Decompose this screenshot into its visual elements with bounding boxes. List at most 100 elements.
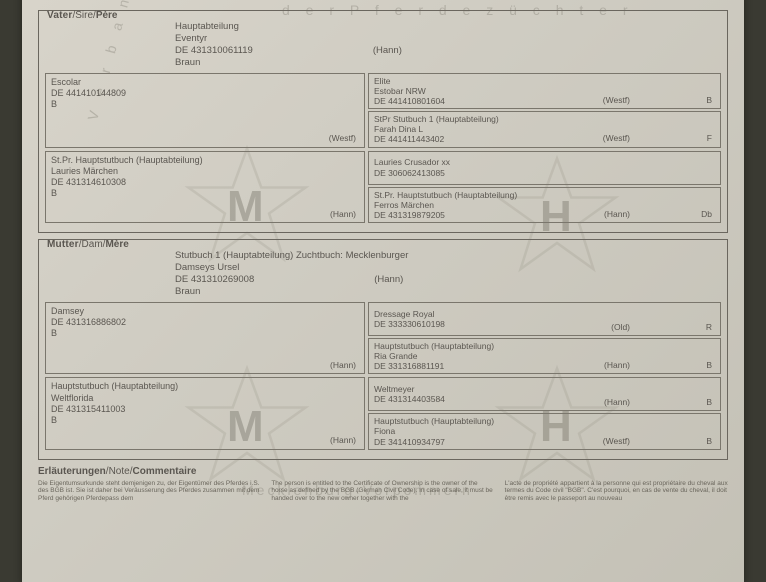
dam-gen2a-id: DE 431316886802 (51, 317, 359, 328)
sire-row-b: St.Pr. Hauptstutbuch (Hauptabteilung) La… (45, 151, 721, 224)
dam-gen1-classification: Stutbuch 1 (Hauptabteilung) Zuchtbuch: M… (175, 250, 721, 262)
sire-gen3-2-reg: (Westf) (603, 133, 630, 143)
dam-gen3-3-name: Weltmeyer (374, 384, 715, 394)
sire-gen2b-registry: (Hann) (330, 209, 356, 220)
sire-gen3-4: St.Pr. Hauptstutbuch (Hauptabteilung) Fe… (368, 187, 721, 224)
dam-gen3-3-id: DE 431314403584 (374, 394, 715, 404)
sire-gen3-4-reg: (Hann) (604, 209, 630, 219)
sire-gen1-name: Eventyr (175, 33, 721, 45)
dam-gen3-2: Hauptstutbuch (Hauptabteilung) Ria Grand… (368, 338, 721, 375)
dam-row-b: Hauptstutbuch (Hauptabteilung) Weltflori… (45, 377, 721, 450)
sire-gen3-1-class: Elite (374, 76, 715, 86)
dam-gen3-2-id: DE 331316881191 (374, 361, 715, 371)
sire-gen2a-color: B (51, 99, 359, 110)
sire-gen2b-children: Lauries Crusador xx DE 306062413085 St.P… (368, 151, 721, 224)
dam-gen3-2-reg: (Hann) (604, 360, 630, 370)
sire-label-en: /Sire/ (72, 10, 95, 21)
sire-gen3-3-id: DE 306062413085 (374, 168, 715, 178)
sire-gen2b-id: DE 431314610308 (51, 177, 359, 188)
dam-gen2b-registry: (Hann) (330, 435, 356, 446)
sire-section: Vater/Sire/Père Hauptabteilung Eventyr D… (38, 10, 728, 233)
sire-gen1-id: DE 431310061119 (175, 45, 253, 57)
sire-gen2a: Escolar DE 441410144809 B (Westf) (45, 73, 365, 148)
sire-row-a: Escolar DE 441410144809 B (Westf) Elite … (45, 73, 721, 148)
sire-label-fr: Père (96, 10, 118, 21)
dam-label-de: Mutter (47, 239, 79, 250)
sire-gen1-classification: Hauptabteilung (175, 21, 721, 33)
dam-gen1: Stutbuch 1 (Hauptabteilung) Zuchtbuch: M… (175, 250, 721, 298)
dam-gen3-2-name: Ria Grande (374, 351, 715, 361)
dam-gen2a: Damsey DE 431316886802 B (Hann) (45, 302, 365, 375)
sire-gen3-2-id: DE 441411443402 (374, 134, 715, 144)
footer-label-de: Erläuterungen (38, 466, 106, 477)
dam-gen3-1: Dressage Royal DE 333330610198 (Old) R (368, 302, 721, 336)
pedigree-document: d e r P f e r d e z ü c h t e r V e r b … (22, 0, 744, 582)
dam-gen3-3-reg: (Hann) (604, 397, 630, 407)
sire-gen3-3-name: Lauries Crusador xx (374, 157, 715, 167)
sire-heading: Vater/Sire/Père (45, 10, 120, 21)
dam-gen2a-name: Damsey (51, 306, 359, 317)
dam-gen3-1-color: R (706, 322, 712, 332)
dam-gen1-registry: (Hann) (374, 274, 403, 286)
dam-gen2a-children: Dressage Royal DE 333330610198 (Old) R H… (368, 302, 721, 375)
sire-gen3-2: StPr Stutbuch 1 (Hauptabteilung) Farah D… (368, 111, 721, 148)
sire-gen3-1: Elite Estobar NRW DE 441410801604 (Westf… (368, 73, 721, 110)
sire-gen3-1-reg: (Westf) (603, 95, 630, 105)
dam-gen3-3: Weltmeyer DE 431314403584 (Hann) B (368, 377, 721, 411)
sire-gen3-4-class: St.Pr. Hauptstutbuch (Hauptabteilung) (374, 190, 715, 200)
dam-row-a: Damsey DE 431316886802 B (Hann) Dressage… (45, 302, 721, 375)
footer-columns: Die Eigentumsurkunde steht demjenigen zu… (38, 480, 728, 502)
sire-gen2b-name: Lauries Märchen (51, 166, 359, 177)
dam-gen3-4: Hauptstutbuch (Hauptabteilung) Fiona DE … (368, 413, 721, 450)
dam-gen2b-color: B (51, 415, 359, 426)
sire-gen3-3: Lauries Crusador xx DE 306062413085 (368, 151, 721, 185)
dam-gen2a-registry: (Hann) (330, 360, 356, 371)
dam-label-en: /Dam/ (79, 239, 106, 250)
sire-gen2a-children: Elite Estobar NRW DE 441410801604 (Westf… (368, 73, 721, 148)
sire-gen3-1-name: Estobar NRW (374, 86, 715, 96)
footer-label-fr: Commentaire (132, 466, 196, 477)
sire-gen3-1-color: B (706, 95, 712, 105)
dam-gen2a-color: B (51, 328, 359, 339)
sire-gen2a-name: Escolar (51, 77, 359, 88)
sire-gen1-color: Braun (175, 57, 721, 69)
dam-gen2b-name: Weltflorida (51, 393, 359, 404)
dam-gen3-3-color: B (706, 397, 712, 407)
sire-gen3-4-name: Ferros Märchen (374, 200, 715, 210)
dam-section: Mutter/Dam/Mère Stutbuch 1 (Hauptabteilu… (38, 239, 728, 460)
footer-col-fr: L'acte de propriété appartient à la pers… (505, 480, 728, 502)
sire-gen3-4-color: Db (701, 209, 712, 219)
sire-gen3-1-id: DE 441410801604 (374, 96, 715, 106)
sire-gen2a-registry: (Westf) (329, 133, 356, 144)
sire-gen2b-class: St.Pr. Hauptstutbuch (Hauptabteilung) (51, 155, 359, 166)
dam-gen3-2-class: Hauptstutbuch (Hauptabteilung) (374, 341, 715, 351)
dam-gen3-1-reg: (Old) (611, 322, 630, 332)
dam-gen3-4-name: Fiona (374, 426, 715, 436)
dam-gen2b: Hauptstutbuch (Hauptabteilung) Weltflori… (45, 377, 365, 450)
dam-gen3-2-color: B (706, 360, 712, 370)
sire-gen3-4-id: DE 431319879205 (374, 210, 715, 220)
sire-label-de: Vater (47, 10, 72, 21)
dam-gen2b-class: Hauptstutbuch (Hauptabteilung) (51, 381, 359, 392)
dam-gen1-id: DE 431310269008 (175, 274, 254, 286)
footer-col-de: Die Eigentumsurkunde steht demjenigen zu… (38, 480, 261, 502)
dam-gen3-1-name: Dressage Royal (374, 309, 715, 319)
sire-gen1: Hauptabteilung Eventyr DE 431310061119 (… (175, 21, 721, 69)
sire-gen2b: St.Pr. Hauptstutbuch (Hauptabteilung) La… (45, 151, 365, 224)
sire-gen3-2-class: StPr Stutbuch 1 (Hauptabteilung) (374, 114, 715, 124)
dam-gen2b-id: DE 431315411003 (51, 404, 359, 415)
footer-col-en: The person is entitled to the Certificat… (271, 480, 494, 502)
sire-gen2a-id: DE 441410144809 (51, 88, 359, 99)
dam-gen1-name: Damseys Ursel (175, 262, 721, 274)
footer-heading: Erläuterungen/Note/Commentaire (38, 466, 728, 477)
footer-label-en: /Note/ (106, 466, 133, 477)
dam-gen3-4-reg: (Westf) (603, 436, 630, 446)
dam-gen3-1-id: DE 333330610198 (374, 319, 715, 329)
dam-gen3-4-class: Hauptstutbuch (Hauptabteilung) (374, 416, 715, 426)
dam-gen3-4-color: B (706, 436, 712, 446)
sire-gen1-registry: (Hann) (373, 45, 402, 57)
dam-gen3-4-id: DE 341410934797 (374, 437, 715, 447)
dam-gen2b-children: Weltmeyer DE 431314403584 (Hann) B Haupt… (368, 377, 721, 450)
dam-heading: Mutter/Dam/Mère (45, 239, 131, 250)
sire-gen2b-color: B (51, 188, 359, 199)
